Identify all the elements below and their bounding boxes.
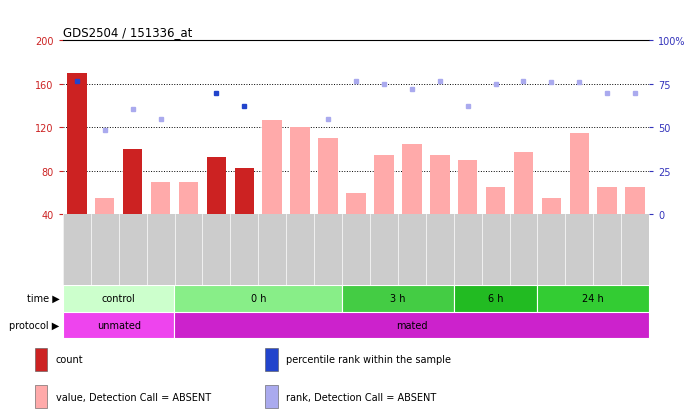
Bar — [570, 133, 589, 215]
Bar — [346, 193, 366, 215]
Bar — [235, 168, 254, 215]
Text: GDS2504 / 151336_at: GDS2504 / 151336_at — [63, 26, 192, 39]
Bar — [262, 121, 282, 215]
Bar — [374, 155, 394, 215]
Bar — [207, 157, 226, 215]
Bar — [486, 188, 505, 215]
Text: unmated: unmated — [96, 320, 141, 330]
Bar — [542, 199, 561, 215]
Bar — [179, 182, 198, 215]
Bar — [67, 74, 87, 215]
Bar — [537, 285, 649, 312]
Bar — [514, 153, 533, 215]
Text: time ▶: time ▶ — [27, 293, 59, 304]
Text: mated: mated — [396, 320, 428, 330]
Bar — [35, 385, 47, 408]
Bar — [265, 385, 278, 408]
Bar — [63, 312, 174, 339]
Bar — [458, 161, 477, 215]
Bar — [35, 348, 47, 370]
Bar — [174, 285, 342, 312]
Text: 0 h: 0 h — [251, 293, 266, 304]
Text: 24 h: 24 h — [582, 293, 604, 304]
Bar — [597, 188, 617, 215]
Bar — [95, 199, 114, 215]
Bar — [174, 312, 649, 339]
Text: rank, Detection Call = ABSENT: rank, Detection Call = ABSENT — [286, 392, 436, 401]
Bar — [454, 285, 537, 312]
Text: protocol ▶: protocol ▶ — [9, 320, 59, 330]
Bar — [151, 182, 170, 215]
Bar — [290, 128, 310, 215]
Text: control: control — [102, 293, 135, 304]
Text: value, Detection Call = ABSENT: value, Detection Call = ABSENT — [56, 392, 211, 401]
Bar — [342, 285, 454, 312]
Text: count: count — [56, 354, 84, 364]
Bar — [318, 139, 338, 215]
Bar — [430, 155, 450, 215]
Text: 3 h: 3 h — [390, 293, 406, 304]
Text: percentile rank within the sample: percentile rank within the sample — [286, 354, 451, 364]
Bar — [123, 150, 142, 215]
Bar — [63, 285, 174, 312]
Bar — [625, 188, 645, 215]
Bar — [402, 144, 422, 215]
Text: 6 h: 6 h — [488, 293, 503, 304]
Bar — [265, 348, 278, 370]
